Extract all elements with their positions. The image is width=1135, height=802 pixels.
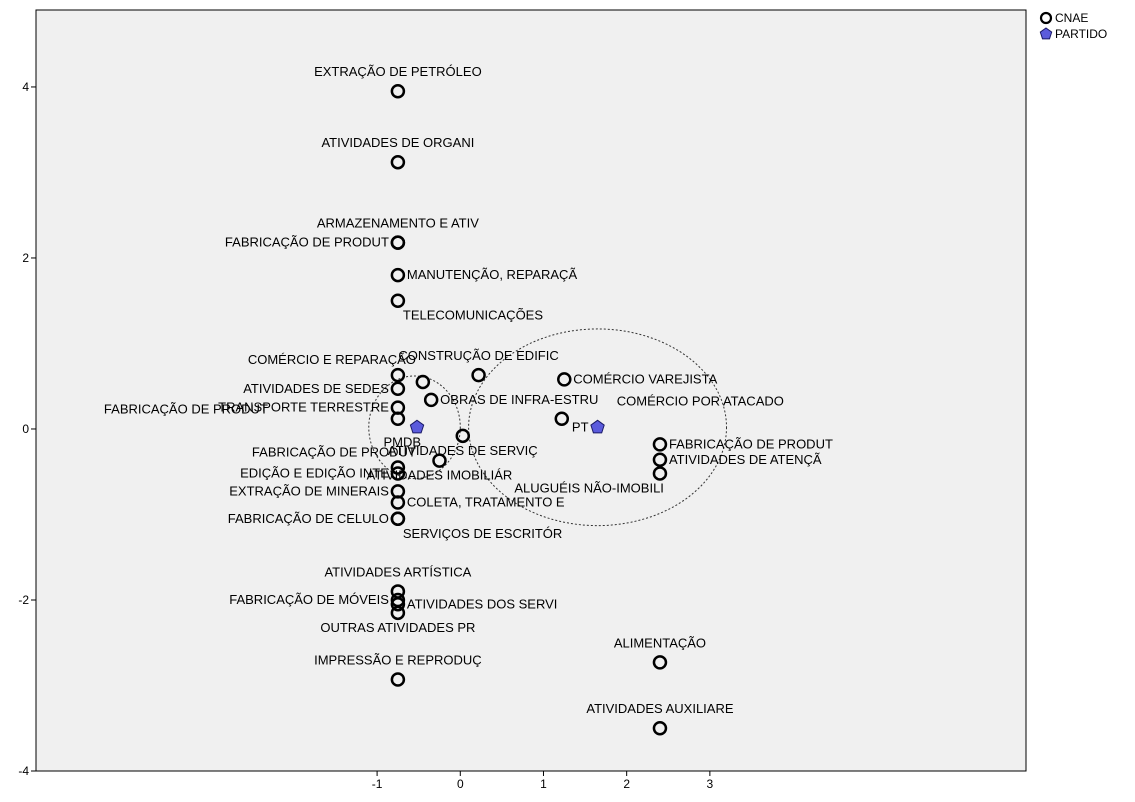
cnae-point bbox=[390, 411, 406, 426]
cnae-point bbox=[652, 452, 668, 468]
cnae-point bbox=[390, 235, 406, 250]
point-label: COMÉRCIO POR ATACADO bbox=[617, 394, 784, 409]
cnae-point bbox=[390, 267, 406, 283]
point-label: FABRICAÇÃO DE MÓVEIS bbox=[229, 592, 389, 607]
cnae-point bbox=[390, 605, 406, 621]
cnae-point bbox=[432, 453, 447, 468]
cnae-point bbox=[390, 511, 406, 527]
point-label: TELECOMUNICAÇÕES bbox=[403, 308, 543, 323]
point-label: PT bbox=[572, 419, 589, 434]
y-tick-label: 4 bbox=[22, 80, 29, 94]
x-tick-label: 1 bbox=[540, 777, 547, 791]
point-label: TRANSPORTE TERRESTRE bbox=[218, 400, 389, 415]
cluster-ellipses bbox=[368, 328, 728, 527]
x-tick-label: 3 bbox=[707, 777, 714, 791]
point-label: ATIVIDADES DE ORGANI bbox=[321, 135, 474, 150]
partido-point bbox=[590, 419, 605, 434]
point-label: FABRICAÇÃO DE CELULO bbox=[228, 511, 389, 526]
point-label: ALIMENTAÇÃO bbox=[614, 635, 706, 650]
point-label: ATIVIDADES ARTÍSTICA bbox=[324, 564, 471, 579]
legend-cnae-marker bbox=[1039, 11, 1053, 25]
point-label: ATIVIDADES DE SEDES bbox=[243, 381, 389, 396]
cnae-point bbox=[390, 381, 406, 397]
cnae-point bbox=[390, 83, 406, 99]
x-tick-label: 0 bbox=[457, 777, 464, 791]
point-label: OBRAS DE INFRA-ESTRU bbox=[440, 392, 598, 407]
axes: -1 0 1 2 3 4 2 0 -2 -4 bbox=[18, 80, 713, 791]
x-tick-label: -1 bbox=[372, 777, 383, 791]
cnae-point bbox=[390, 597, 406, 612]
point-label: CONSTRUÇÃO DE EDIFIC bbox=[398, 348, 558, 363]
point-label: ARMAZENAMENTO E ATIV bbox=[317, 216, 479, 231]
cluster-ellipse bbox=[368, 375, 461, 480]
cnae-point bbox=[390, 154, 406, 170]
point-label: EXTRAÇÃO DE MINERAIS bbox=[229, 483, 389, 498]
cnae-point bbox=[390, 293, 406, 308]
y-tick-label: -4 bbox=[18, 764, 29, 778]
cnae-point bbox=[554, 411, 570, 426]
y-tick-label: 2 bbox=[22, 251, 29, 265]
cnae-point bbox=[652, 720, 668, 736]
point-label: COLETA, TRATAMENTO E bbox=[407, 495, 565, 510]
legend-label: CNAE bbox=[1055, 11, 1088, 25]
cnae-point bbox=[652, 466, 668, 481]
cluster-ellipse bbox=[468, 328, 728, 527]
cnae-point bbox=[415, 374, 431, 390]
cnae-point bbox=[652, 437, 668, 452]
point-label: FABRICAÇÃO DE PRODUT bbox=[669, 436, 833, 451]
cnae-point bbox=[455, 428, 471, 444]
x-tick-label: 2 bbox=[623, 777, 630, 791]
point-label: ATIVIDADES DOS SERVI bbox=[407, 596, 558, 611]
point-label: FABRICAÇÃO DE PRODUT bbox=[225, 235, 389, 250]
y-tick-label: -2 bbox=[18, 593, 29, 607]
y-tick-label: 0 bbox=[22, 422, 29, 436]
legend-label: PARTIDO bbox=[1055, 27, 1107, 41]
partido-point bbox=[409, 419, 425, 434]
plot-area bbox=[35, 9, 1027, 772]
point-label: EXTRAÇÃO DE PETRÓLEO bbox=[314, 64, 482, 79]
point-label: OUTRAS ATIVIDADES PR bbox=[320, 620, 475, 635]
cnae-point bbox=[652, 655, 668, 670]
legend: CNAE PARTIDO bbox=[1039, 11, 1107, 41]
cnae-point bbox=[390, 672, 406, 687]
point-label: EDIÇÃO E EDIÇÃO INTE bbox=[240, 465, 389, 480]
point-label: SERVIÇOS DE ESCRITÓR bbox=[403, 526, 562, 541]
cnae-point bbox=[557, 372, 572, 387]
cnae-point bbox=[390, 367, 406, 383]
point-label: ATIVIDADES AUXILIARE bbox=[586, 701, 733, 716]
point-label: COMÉRCIO VAREJISTA bbox=[573, 371, 717, 386]
cnae-point bbox=[390, 460, 406, 475]
cnae-point bbox=[423, 392, 439, 408]
point-label: ATIVIDADES DE SERVIÇ bbox=[388, 443, 538, 458]
data-points: EXTRAÇÃO DE PETRÓLEO ATIVIDADES DE ORGANI… bbox=[104, 64, 833, 736]
point-label: ALUGUÉIS NÃO-IMOBILI bbox=[514, 480, 664, 495]
legend-partido-marker bbox=[1039, 27, 1053, 40]
cnae-point bbox=[390, 466, 406, 481]
point-label: FABRICAÇÃO DE PRODUT bbox=[104, 402, 268, 417]
cnae-point bbox=[471, 367, 486, 383]
cnae-point bbox=[390, 495, 406, 510]
point-label: FABRICAÇÃO DE PRODUT bbox=[252, 444, 416, 459]
point-label: ATIVIDADES DE ATENÇÃ bbox=[669, 452, 822, 467]
point-label: MANUTENÇÃO, REPARAÇÃ bbox=[407, 267, 578, 282]
point-label: PMDB bbox=[383, 434, 421, 449]
point-label: IMPRESSÃO E REPRODUÇ bbox=[314, 653, 482, 668]
point-label: COMÉRCIO E REPARAÇÃO bbox=[248, 352, 416, 367]
